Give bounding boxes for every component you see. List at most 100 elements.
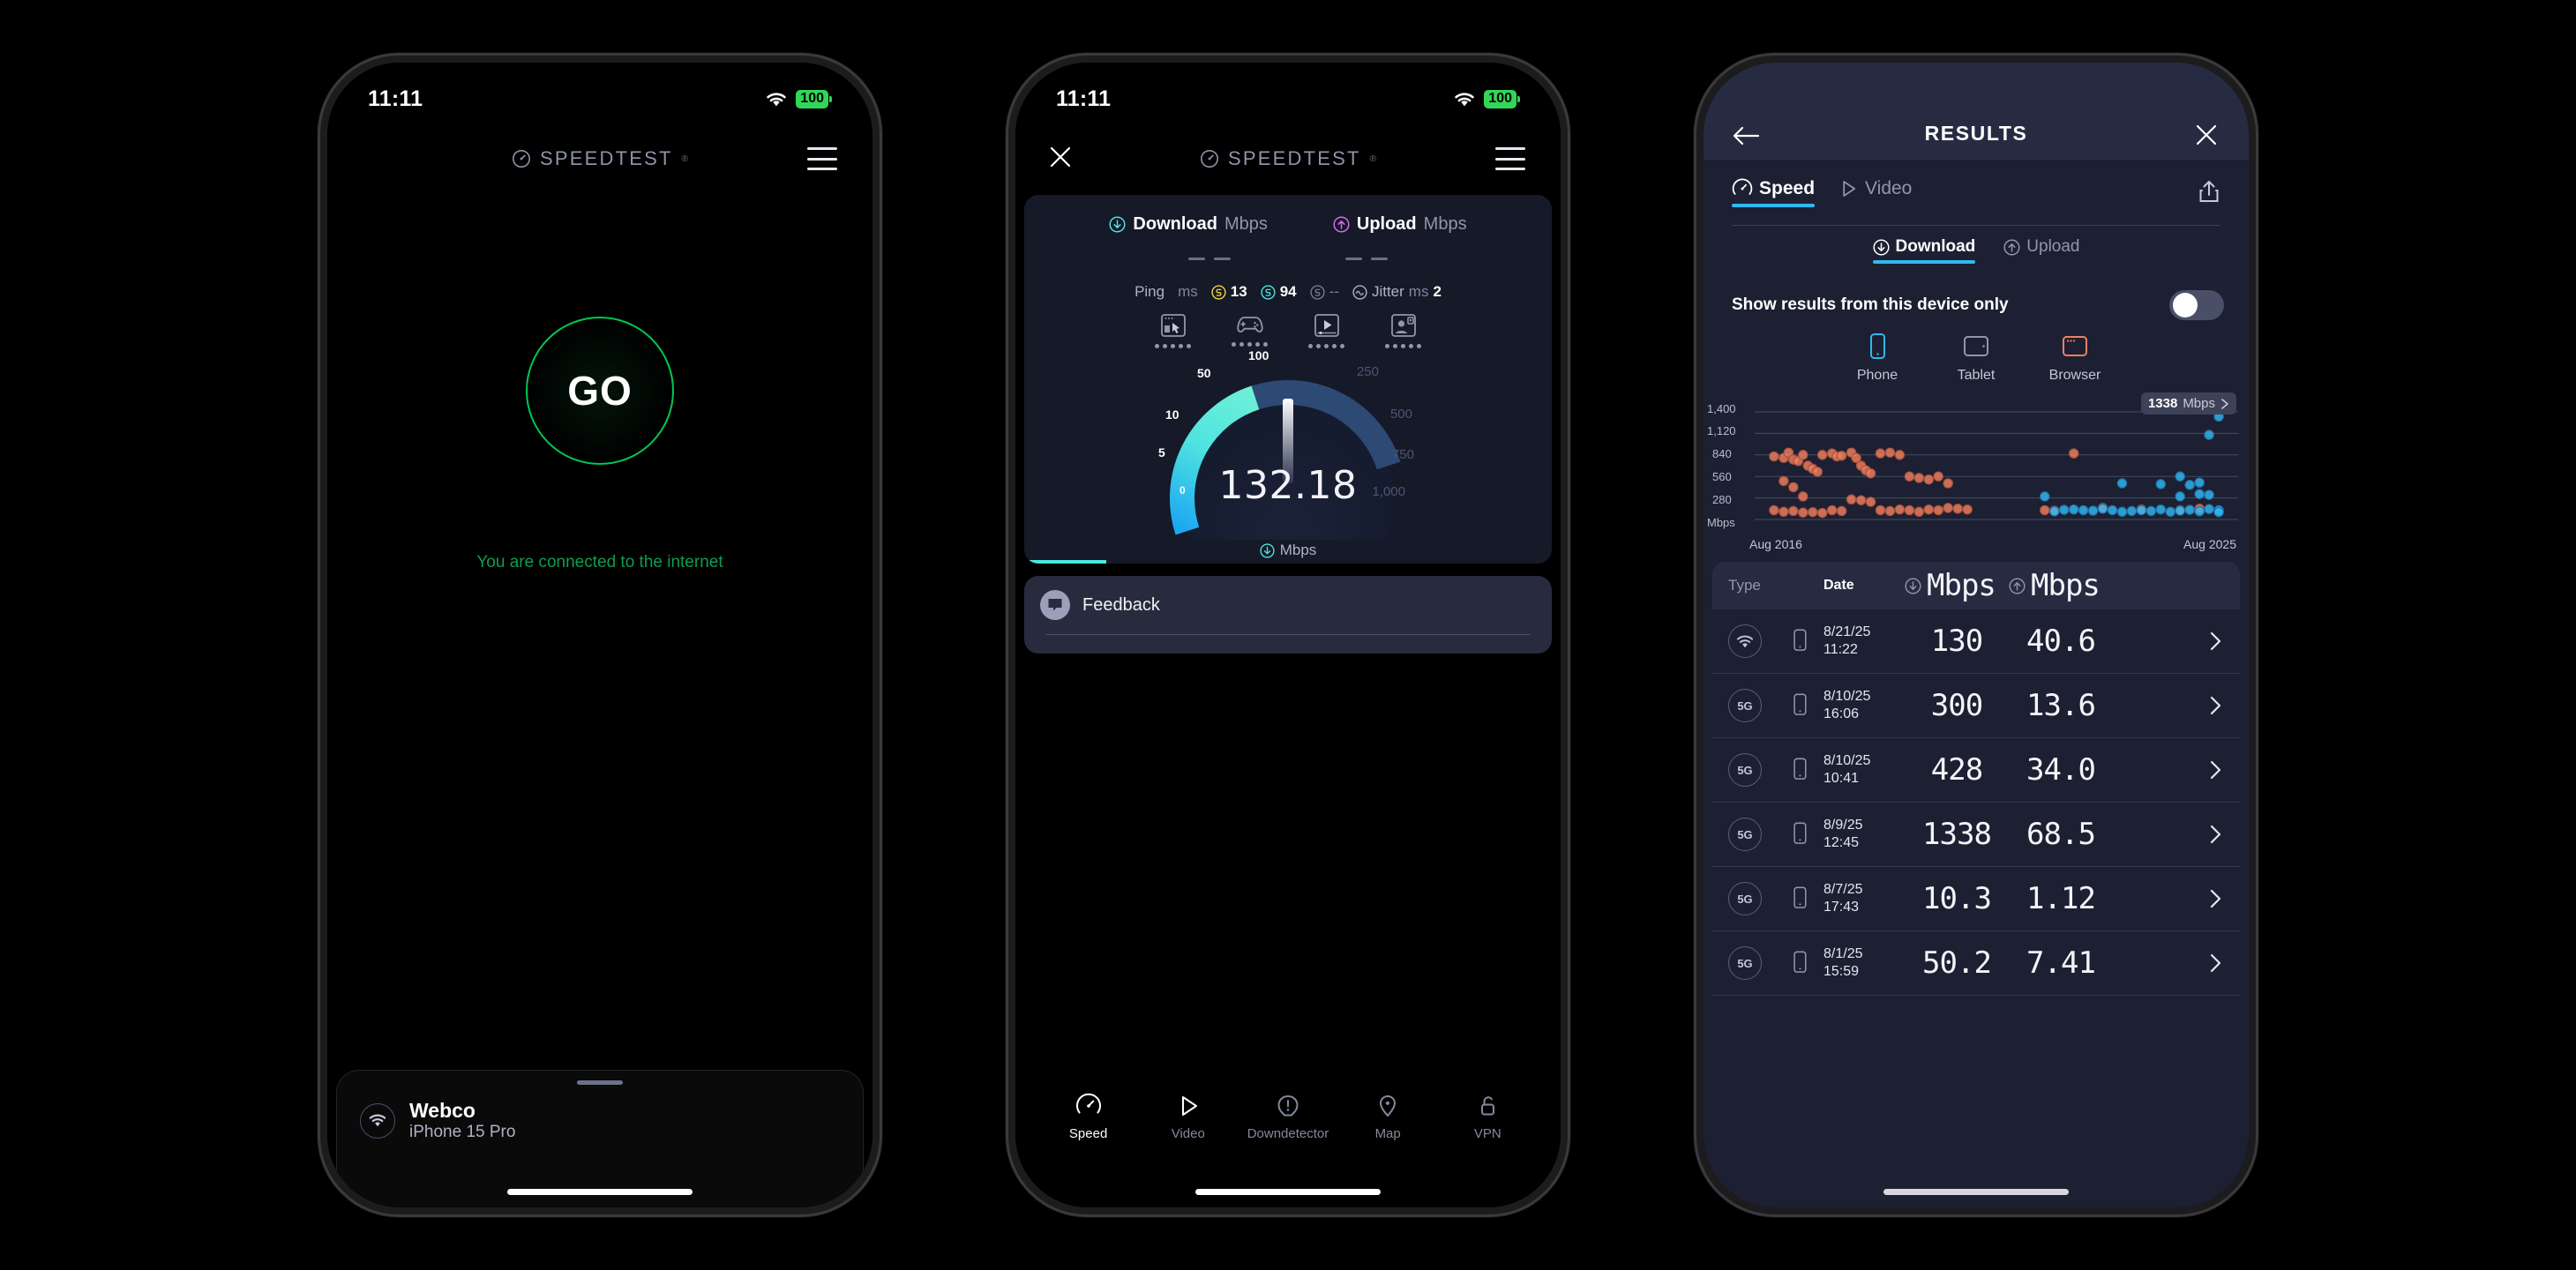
device-filter-label: Show results from this device only: [1732, 295, 2009, 314]
result-date: 8/10/25 10:41: [1823, 753, 1871, 786]
brand-trademark: ®: [1369, 153, 1376, 164]
download-latency-value: 94: [1279, 283, 1297, 300]
tab-speed[interactable]: Speed: [1732, 178, 1816, 207]
menu-button[interactable]: [1495, 147, 1525, 170]
phone-2-screen: 11:11 100: [1015, 63, 1561, 1207]
isp-row[interactable]: Webco iPhone 15 Pro: [337, 1085, 863, 1143]
tab-speed[interactable]: Speed: [1050, 1093, 1127, 1141]
ping-jitter-row: Ping ms 13 94: [1024, 283, 1552, 301]
share-icon[interactable]: [2198, 179, 2220, 204]
wifi-icon: [765, 91, 788, 108]
speedtest-logo: SPEEDTEST ®: [512, 147, 688, 170]
tab-download[interactable]: Download: [1872, 237, 1975, 264]
device-type-filters: Phone Tablet Browser: [1704, 332, 2249, 384]
connection-type-icon: 5G: [1728, 689, 1776, 722]
sheet-drag-handle[interactable]: [577, 1080, 623, 1085]
y-tick-1400: 1,400: [1707, 402, 1736, 415]
tab-downdetector[interactable]: Downdetector: [1247, 1093, 1329, 1141]
col-upload[interactable]: Mbps: [2009, 568, 2113, 603]
status-time: 11:11: [1056, 86, 1112, 111]
filter-phone[interactable]: Phone: [1840, 332, 1914, 384]
speedtest-gauge-icon: [1200, 149, 1219, 168]
x-tick-start: Aug 2016: [1749, 537, 1802, 551]
play-icon: [1838, 178, 1859, 199]
filter-label: Phone: [1856, 368, 1898, 383]
device-icon: [1776, 821, 1823, 848]
feedback-row[interactable]: Feedback: [1040, 590, 1536, 620]
chart-max-badge[interactable]: 1338 Mbps: [2140, 392, 2236, 415]
chevron-right-icon[interactable]: [2208, 952, 2233, 974]
menu-button[interactable]: [807, 147, 837, 170]
table-row[interactable]: 5G 8/9/25 12:45 1338 68.5: [1712, 803, 2240, 867]
table-row[interactable]: 5G 8/7/25 17:43 10.3 1.12: [1712, 867, 2240, 931]
table-row[interactable]: 5G 8/10/25 16:06 300 13.6: [1712, 674, 2240, 738]
y-axis-label: Mbps: [1707, 516, 1735, 529]
download-latency: 94: [1261, 283, 1297, 301]
hamburger-line: [1495, 147, 1525, 150]
close-test-button[interactable]: [1047, 144, 1074, 170]
ping-label: Ping: [1134, 283, 1165, 300]
chevron-right-icon[interactable]: [2208, 824, 2233, 845]
phone-1-content: 11:11 100: [327, 63, 872, 1207]
gauge-tick-50: 50: [1197, 366, 1211, 380]
upload-arrow-icon: [2003, 238, 2020, 256]
device-filter-toggle[interactable]: [2169, 290, 2224, 320]
upload-arrow-icon: [2009, 577, 2026, 594]
tab-upload[interactable]: Upload: [2003, 237, 2080, 264]
isp-info: Webco iPhone 15 Pro: [409, 1099, 515, 1143]
activity-gaming: [1232, 313, 1268, 348]
tab-label: Video: [1171, 1126, 1205, 1141]
table-row[interactable]: 5G 8/1/25 15:59 50.2 7.41: [1712, 931, 2240, 996]
cellular-badge: 5G: [1728, 882, 1762, 915]
phone-2-content: 11:11 100: [1015, 63, 1561, 1207]
metrics-header: Download Mbps Upload Mbps: [1024, 195, 1552, 235]
hamburger-line: [807, 157, 837, 161]
connection-type-icon: 5G: [1728, 882, 1776, 915]
back-arrow-icon[interactable]: [1732, 124, 1760, 147]
col-download[interactable]: Mbps: [1905, 568, 2009, 603]
filter-browser[interactable]: Browser: [2038, 332, 2112, 384]
col-date[interactable]: Date: [1823, 578, 1854, 593]
go-button[interactable]: GO: [526, 317, 674, 465]
browse-icon: [1160, 313, 1187, 338]
download-label: Download: [1133, 214, 1217, 234]
device-icon: [1776, 885, 1823, 912]
tab-label: Map: [1374, 1126, 1401, 1141]
activity-rating-dots: [1308, 344, 1344, 348]
results-table: Type Date Mbps Mbps 8/21/25 11:22 130 40.6 5…: [1712, 562, 2240, 1207]
close-icon[interactable]: [2194, 123, 2219, 147]
tab-video[interactable]: Video: [1838, 178, 1912, 205]
scatter-plot-canvas: [1755, 411, 2238, 520]
phone-icon: [1866, 332, 1889, 362]
chart-max-unit: Mbps: [2183, 396, 2215, 411]
tab-video[interactable]: Video: [1149, 1093, 1227, 1141]
upload-unit: Mbps: [1423, 214, 1467, 234]
connection-sheet[interactable]: Webco iPhone 15 Pro: [336, 1070, 864, 1207]
table-row[interactable]: 5G 8/10/25 10:41 428 34.0: [1712, 738, 2240, 803]
table-header-row: Type Date Mbps Mbps: [1712, 562, 2240, 609]
filter-label: Browser: [2048, 368, 2101, 383]
tab-vpn[interactable]: VPN: [1449, 1093, 1526, 1141]
feedback-card[interactable]: Feedback: [1024, 576, 1552, 654]
isp-name: Webco: [409, 1099, 476, 1122]
status-indicators: 100: [765, 89, 832, 108]
filter-tablet[interactable]: Tablet: [1939, 332, 2013, 384]
home-indicator: [1195, 1189, 1381, 1195]
chevron-right-icon[interactable]: [2208, 888, 2233, 909]
chevron-right-icon[interactable]: [2208, 695, 2233, 716]
bottom-tab-bar: Speed Video Downdetector: [1015, 1093, 1561, 1170]
result-download: 1338: [1922, 817, 1992, 852]
chevron-right-icon[interactable]: [2208, 631, 2233, 652]
chevron-right-icon[interactable]: [2208, 759, 2233, 781]
device-icon: [1776, 692, 1823, 719]
app-brand-bar: SPEEDTEST ®: [1015, 131, 1561, 186]
table-row[interactable]: 8/21/25 11:22 130 40.6: [1712, 609, 2240, 674]
metric-values-placeholder: [1024, 258, 1552, 260]
gauge-unit: Mbps: [1279, 542, 1317, 558]
tab-map[interactable]: Map: [1349, 1093, 1427, 1141]
activity-videocall: [1385, 313, 1421, 348]
download-metric-label: Download Mbps: [1109, 214, 1268, 235]
result-upload: 1.12: [2026, 881, 2096, 916]
download-arrow-icon: [1260, 542, 1275, 558]
metric-tabs: Download Upload: [1704, 237, 2249, 264]
